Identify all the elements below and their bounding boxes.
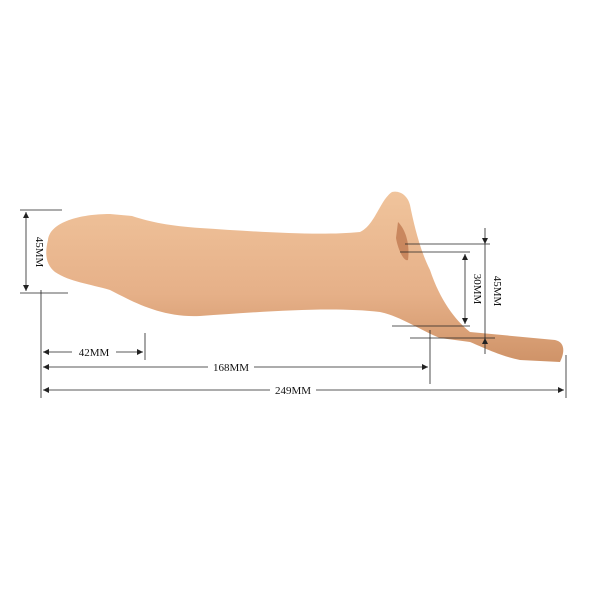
total-length-label: 249MM [275,385,311,397]
opening-inner-label: 30MM [471,274,483,305]
insert-length-label: 168MM [213,362,249,374]
tip-length-label: 42MM [79,347,110,359]
product-body [46,191,564,362]
opening-outer-label: 45MM [491,276,503,307]
left-diameter-label: 45MM [33,237,45,268]
product-opening [396,222,409,261]
